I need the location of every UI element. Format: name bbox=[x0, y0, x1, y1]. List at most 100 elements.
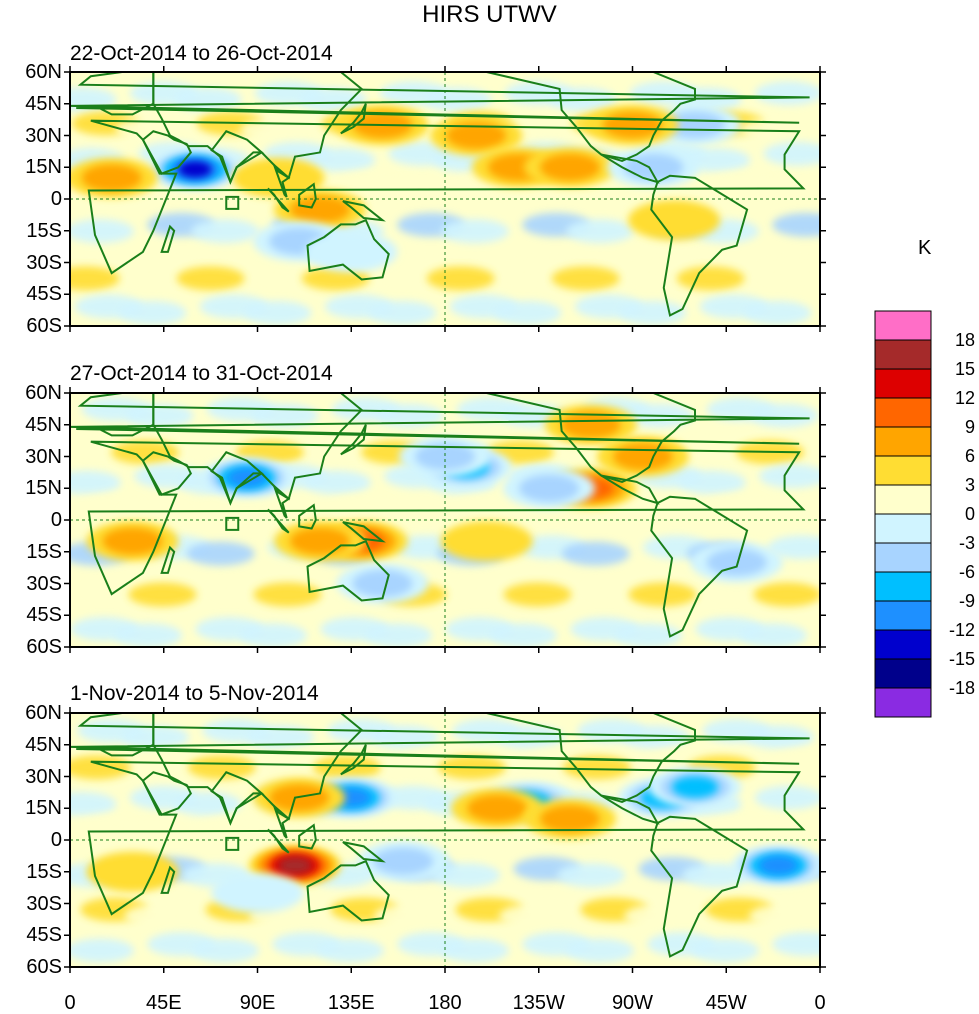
colorbar-bin bbox=[874, 600, 932, 631]
anomaly-feature bbox=[86, 851, 179, 892]
coastline-arabia bbox=[141, 771, 193, 816]
field-blob bbox=[503, 582, 572, 607]
colorbar-bin bbox=[874, 513, 932, 544]
field-blob bbox=[128, 582, 197, 607]
x-tick-label: 135E bbox=[327, 992, 375, 1014]
anomaly-field bbox=[70, 718, 820, 963]
coastline-arabia bbox=[141, 130, 193, 175]
field-blob bbox=[173, 792, 242, 817]
colorbar-bin bbox=[874, 658, 932, 689]
field-blob bbox=[676, 266, 745, 291]
field-blob bbox=[115, 822, 184, 847]
colorbar-bin bbox=[874, 629, 932, 660]
field-blob bbox=[302, 470, 371, 495]
coastline-sumatra bbox=[267, 828, 290, 854]
coastline-europe bbox=[70, 393, 810, 445]
y-tick-label: 60N bbox=[25, 382, 62, 404]
coastline-samerica bbox=[650, 174, 749, 317]
field-blob bbox=[496, 725, 564, 750]
field-blob bbox=[754, 785, 820, 810]
field-blob bbox=[423, 87, 492, 112]
coastline-africa bbox=[87, 760, 806, 916]
field-blob bbox=[186, 541, 255, 566]
field-blob bbox=[316, 938, 384, 963]
coastline-madagascar bbox=[160, 545, 176, 574]
y-tick-label: 15S bbox=[26, 219, 62, 242]
anomaly-feature bbox=[467, 794, 528, 822]
y-tick-label: 60S bbox=[26, 956, 62, 978]
coastline-australia bbox=[306, 539, 390, 602]
y-tick-label: 15N bbox=[25, 156, 62, 179]
field-blob bbox=[240, 117, 309, 142]
coastline-newguinea bbox=[342, 200, 386, 222]
colorbar-tick-label: 18 bbox=[954, 330, 975, 350]
field-blob bbox=[739, 623, 808, 647]
colorbar-bin bbox=[874, 542, 932, 573]
anomaly-feature bbox=[290, 195, 350, 224]
y-tick-label: 30N bbox=[25, 124, 62, 147]
y-tick-label: 45N bbox=[25, 413, 62, 436]
field-blob bbox=[246, 725, 314, 750]
field-blob bbox=[493, 300, 562, 325]
field-blob bbox=[111, 440, 179, 465]
field-blob bbox=[432, 863, 501, 888]
field-blob bbox=[759, 464, 820, 489]
anomaly-feature bbox=[278, 857, 312, 874]
field-blob bbox=[615, 822, 684, 847]
colorbar-tick-label: 0 bbox=[964, 504, 975, 524]
region-box bbox=[225, 195, 240, 210]
anomaly-feature bbox=[540, 805, 600, 833]
coastline-seasia bbox=[271, 802, 291, 839]
field-blob bbox=[176, 266, 245, 291]
coastline-europe bbox=[70, 713, 810, 765]
field-blob bbox=[125, 403, 194, 428]
field-blob bbox=[566, 938, 634, 963]
field-blob bbox=[187, 755, 256, 780]
coastline-europe bbox=[70, 72, 810, 124]
field-blob bbox=[677, 470, 746, 495]
anomaly-feature bbox=[373, 847, 434, 875]
colorbar-bin bbox=[874, 426, 932, 457]
coastline-namerica bbox=[465, 713, 696, 803]
field-blob bbox=[624, 903, 693, 928]
coastline-namerica bbox=[465, 72, 696, 162]
y-tick-label: 30N bbox=[25, 765, 62, 788]
anomaly-feature bbox=[446, 121, 507, 150]
field-blob bbox=[114, 623, 183, 647]
field-blob bbox=[489, 623, 558, 647]
x-tick-label: 0 bbox=[814, 992, 826, 1014]
field-blob bbox=[121, 725, 189, 750]
y-tick-label: 60S bbox=[26, 636, 62, 658]
coastline-madagascar bbox=[160, 865, 176, 894]
anomaly-feature bbox=[623, 153, 684, 181]
field-blob bbox=[743, 300, 812, 325]
anomaly-feature bbox=[612, 442, 673, 471]
region-box bbox=[225, 516, 240, 531]
field-blob bbox=[740, 117, 809, 142]
anomaly-feature bbox=[81, 164, 142, 192]
field-blob bbox=[239, 623, 308, 647]
coastline-borneo bbox=[298, 823, 317, 850]
colorbar-tick-label: -15 bbox=[948, 649, 975, 669]
anomaly-feature bbox=[628, 200, 721, 241]
field-blob bbox=[769, 749, 820, 774]
coastline-india bbox=[210, 771, 265, 826]
field-blob bbox=[750, 403, 819, 428]
coastline-australia bbox=[306, 218, 390, 281]
anomaly-feature bbox=[290, 527, 350, 555]
map-panel-3 bbox=[64, 707, 826, 973]
y-tick-label: 15N bbox=[25, 477, 62, 500]
colorbar-tick-label: -12 bbox=[948, 620, 975, 640]
field-blob bbox=[772, 932, 820, 957]
y-tick-label: 0 bbox=[50, 829, 62, 851]
field-blob bbox=[744, 500, 813, 525]
field-blob bbox=[551, 266, 620, 291]
field-blob bbox=[772, 212, 820, 237]
field-blob bbox=[298, 87, 367, 112]
y-tick-label: 45S bbox=[26, 283, 62, 306]
field-blob bbox=[374, 903, 443, 928]
field-blob bbox=[191, 219, 259, 244]
anomaly-feature bbox=[102, 527, 163, 555]
field-blob bbox=[561, 541, 630, 566]
colorbar-bin bbox=[874, 687, 932, 718]
